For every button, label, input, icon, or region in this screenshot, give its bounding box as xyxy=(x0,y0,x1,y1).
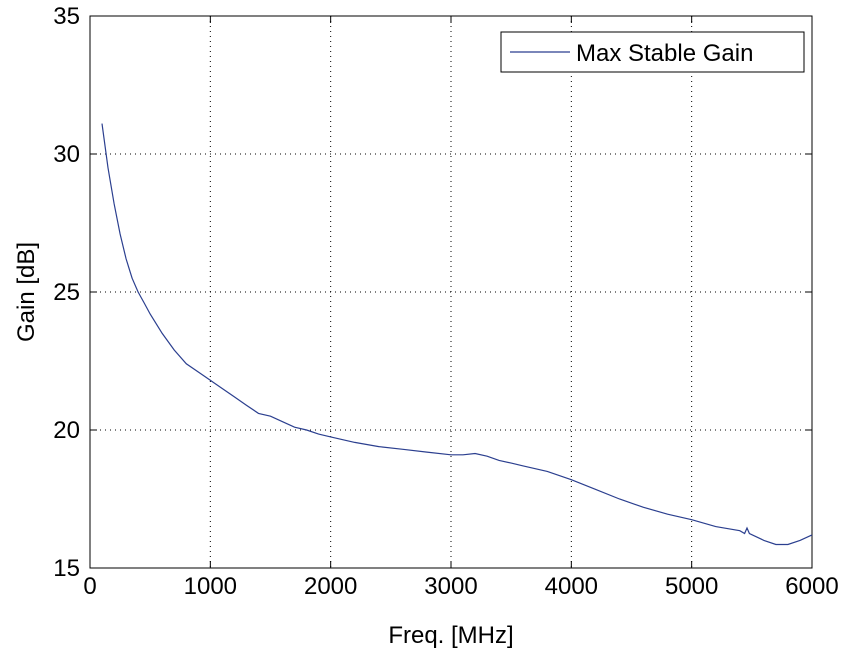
x-tick-label: 1000 xyxy=(184,573,237,600)
legend: Max Stable Gain xyxy=(500,31,805,73)
y-tick-label: 35 xyxy=(53,3,80,30)
y-tick-labels: 15 20 25 30 35 xyxy=(53,3,80,582)
x-tick-labels: 0 1000 2000 3000 4000 5000 6000 xyxy=(83,573,838,600)
x-tick-label: 3000 xyxy=(424,573,477,600)
legend-label-max-stable-gain: Max Stable Gain xyxy=(576,40,753,67)
x-axis-label: Freq. [MHz] xyxy=(388,622,513,649)
x-tick-label: 5000 xyxy=(665,573,718,600)
series-line-max-stable-gain xyxy=(101,123,813,546)
grid-lines xyxy=(90,16,812,568)
x-tick-label: 4000 xyxy=(545,573,598,600)
y-tick-label: 20 xyxy=(53,417,80,444)
y-axis-label: Gain [dB] xyxy=(13,242,40,342)
y-tick-label: 25 xyxy=(53,279,80,306)
x-tick-label: 0 xyxy=(83,573,96,600)
x-tick-label: 6000 xyxy=(785,573,838,600)
y-tick-label: 30 xyxy=(53,141,80,168)
tick-marks xyxy=(89,15,813,569)
x-tick-label: 2000 xyxy=(304,573,357,600)
y-tick-label: 15 xyxy=(53,555,80,582)
